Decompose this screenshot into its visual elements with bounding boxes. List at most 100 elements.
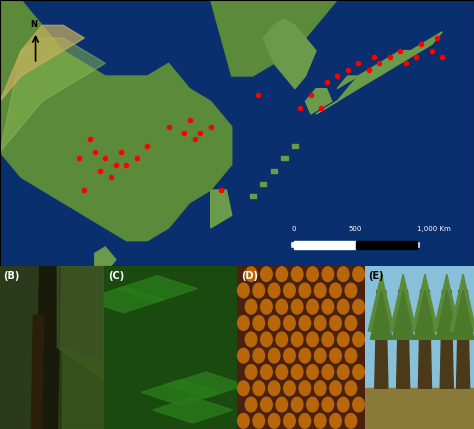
Circle shape — [284, 381, 295, 396]
Circle shape — [345, 283, 356, 298]
Circle shape — [237, 414, 249, 428]
Circle shape — [337, 299, 349, 314]
Circle shape — [345, 316, 356, 330]
Circle shape — [322, 267, 334, 281]
Polygon shape — [31, 315, 44, 429]
Polygon shape — [271, 169, 277, 173]
Polygon shape — [250, 194, 256, 198]
Circle shape — [276, 397, 288, 412]
Circle shape — [299, 283, 310, 298]
Circle shape — [276, 267, 288, 281]
Circle shape — [330, 381, 341, 396]
Circle shape — [299, 348, 310, 363]
Circle shape — [322, 332, 334, 347]
Polygon shape — [104, 266, 237, 429]
Circle shape — [237, 283, 249, 298]
Circle shape — [276, 299, 288, 314]
Circle shape — [292, 299, 303, 314]
Polygon shape — [0, 0, 232, 241]
Polygon shape — [368, 274, 394, 331]
Circle shape — [307, 299, 318, 314]
Circle shape — [261, 365, 272, 379]
Circle shape — [292, 267, 303, 281]
Polygon shape — [412, 274, 438, 331]
Polygon shape — [0, 38, 105, 152]
Text: N: N — [31, 20, 37, 29]
Polygon shape — [397, 290, 410, 388]
Circle shape — [299, 316, 310, 330]
Polygon shape — [440, 290, 453, 388]
Polygon shape — [63, 347, 104, 429]
Text: (B): (B) — [3, 271, 19, 281]
Text: (E): (E) — [368, 271, 384, 281]
Polygon shape — [237, 266, 365, 429]
Circle shape — [292, 365, 303, 379]
Circle shape — [307, 397, 318, 412]
Polygon shape — [365, 388, 474, 429]
Polygon shape — [57, 266, 104, 380]
Circle shape — [284, 283, 295, 298]
Polygon shape — [371, 290, 392, 339]
Circle shape — [237, 348, 249, 363]
Polygon shape — [153, 397, 233, 423]
Circle shape — [246, 397, 257, 412]
Polygon shape — [392, 290, 414, 339]
Polygon shape — [456, 290, 470, 388]
Polygon shape — [292, 144, 298, 148]
Circle shape — [237, 316, 249, 330]
Circle shape — [345, 381, 356, 396]
Circle shape — [307, 267, 318, 281]
Polygon shape — [316, 32, 442, 114]
Circle shape — [307, 332, 318, 347]
Circle shape — [337, 397, 349, 412]
Circle shape — [314, 348, 326, 363]
Circle shape — [253, 414, 264, 428]
Circle shape — [337, 267, 349, 281]
Circle shape — [337, 365, 349, 379]
Circle shape — [253, 316, 264, 330]
Polygon shape — [0, 266, 104, 429]
Polygon shape — [419, 290, 431, 388]
Polygon shape — [375, 290, 388, 388]
Circle shape — [322, 299, 334, 314]
Polygon shape — [450, 274, 474, 331]
Circle shape — [284, 414, 295, 428]
Circle shape — [246, 299, 257, 314]
Polygon shape — [210, 0, 337, 76]
Circle shape — [299, 381, 310, 396]
Circle shape — [268, 283, 280, 298]
Circle shape — [268, 414, 280, 428]
Circle shape — [246, 332, 257, 347]
Circle shape — [284, 316, 295, 330]
Circle shape — [246, 267, 257, 281]
Text: (D): (D) — [241, 271, 258, 281]
Circle shape — [353, 332, 365, 347]
Text: (C): (C) — [108, 271, 125, 281]
Circle shape — [353, 299, 365, 314]
Circle shape — [330, 348, 341, 363]
Circle shape — [253, 283, 264, 298]
Polygon shape — [390, 274, 416, 331]
Circle shape — [253, 348, 264, 363]
Circle shape — [353, 267, 365, 281]
Text: 500: 500 — [349, 227, 362, 233]
Circle shape — [261, 299, 272, 314]
Circle shape — [237, 381, 249, 396]
Circle shape — [314, 414, 326, 428]
Circle shape — [261, 397, 272, 412]
Circle shape — [276, 365, 288, 379]
Polygon shape — [166, 372, 246, 398]
Polygon shape — [210, 190, 232, 228]
Circle shape — [353, 397, 365, 412]
Circle shape — [246, 365, 257, 379]
Circle shape — [292, 332, 303, 347]
Polygon shape — [365, 266, 474, 429]
Polygon shape — [95, 247, 116, 272]
Circle shape — [330, 316, 341, 330]
Polygon shape — [118, 276, 197, 302]
Circle shape — [253, 381, 264, 396]
Circle shape — [322, 397, 334, 412]
Circle shape — [322, 365, 334, 379]
Circle shape — [314, 283, 326, 298]
Circle shape — [337, 332, 349, 347]
